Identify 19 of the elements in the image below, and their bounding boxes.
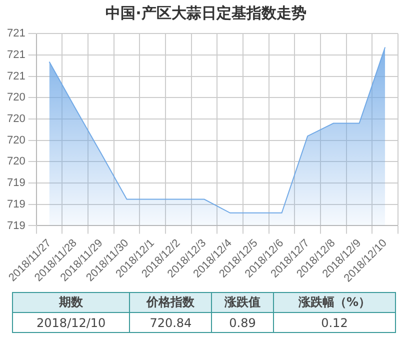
y-tick-label: 720 xyxy=(6,113,26,126)
text: 720.84 xyxy=(130,312,212,332)
text: 期数 xyxy=(12,292,130,312)
y-tick-label: 721 xyxy=(6,28,26,40)
y-tick-label: 720 xyxy=(6,156,26,168)
text: 0.12 xyxy=(273,312,396,332)
text: 0.89 xyxy=(212,312,274,332)
y-tick-label: 720 xyxy=(6,134,26,146)
text: 价格指数 xyxy=(130,292,212,312)
y-tick-label: 720 xyxy=(6,92,26,104)
y-tick-label: 719 xyxy=(6,177,26,190)
text: 涨跌幅（%） xyxy=(273,292,396,312)
y-tick-label: 721 xyxy=(6,70,26,82)
text: 2018/12/10 xyxy=(12,312,130,332)
y-tick-label: 721 xyxy=(6,48,26,61)
y-tick-label: 719 xyxy=(6,198,26,210)
text: 涨跌值 xyxy=(212,292,274,312)
y-tick-label: 719 xyxy=(6,220,26,232)
chart-title: 中国·产区大蒜日定基指数走势 xyxy=(104,3,308,24)
